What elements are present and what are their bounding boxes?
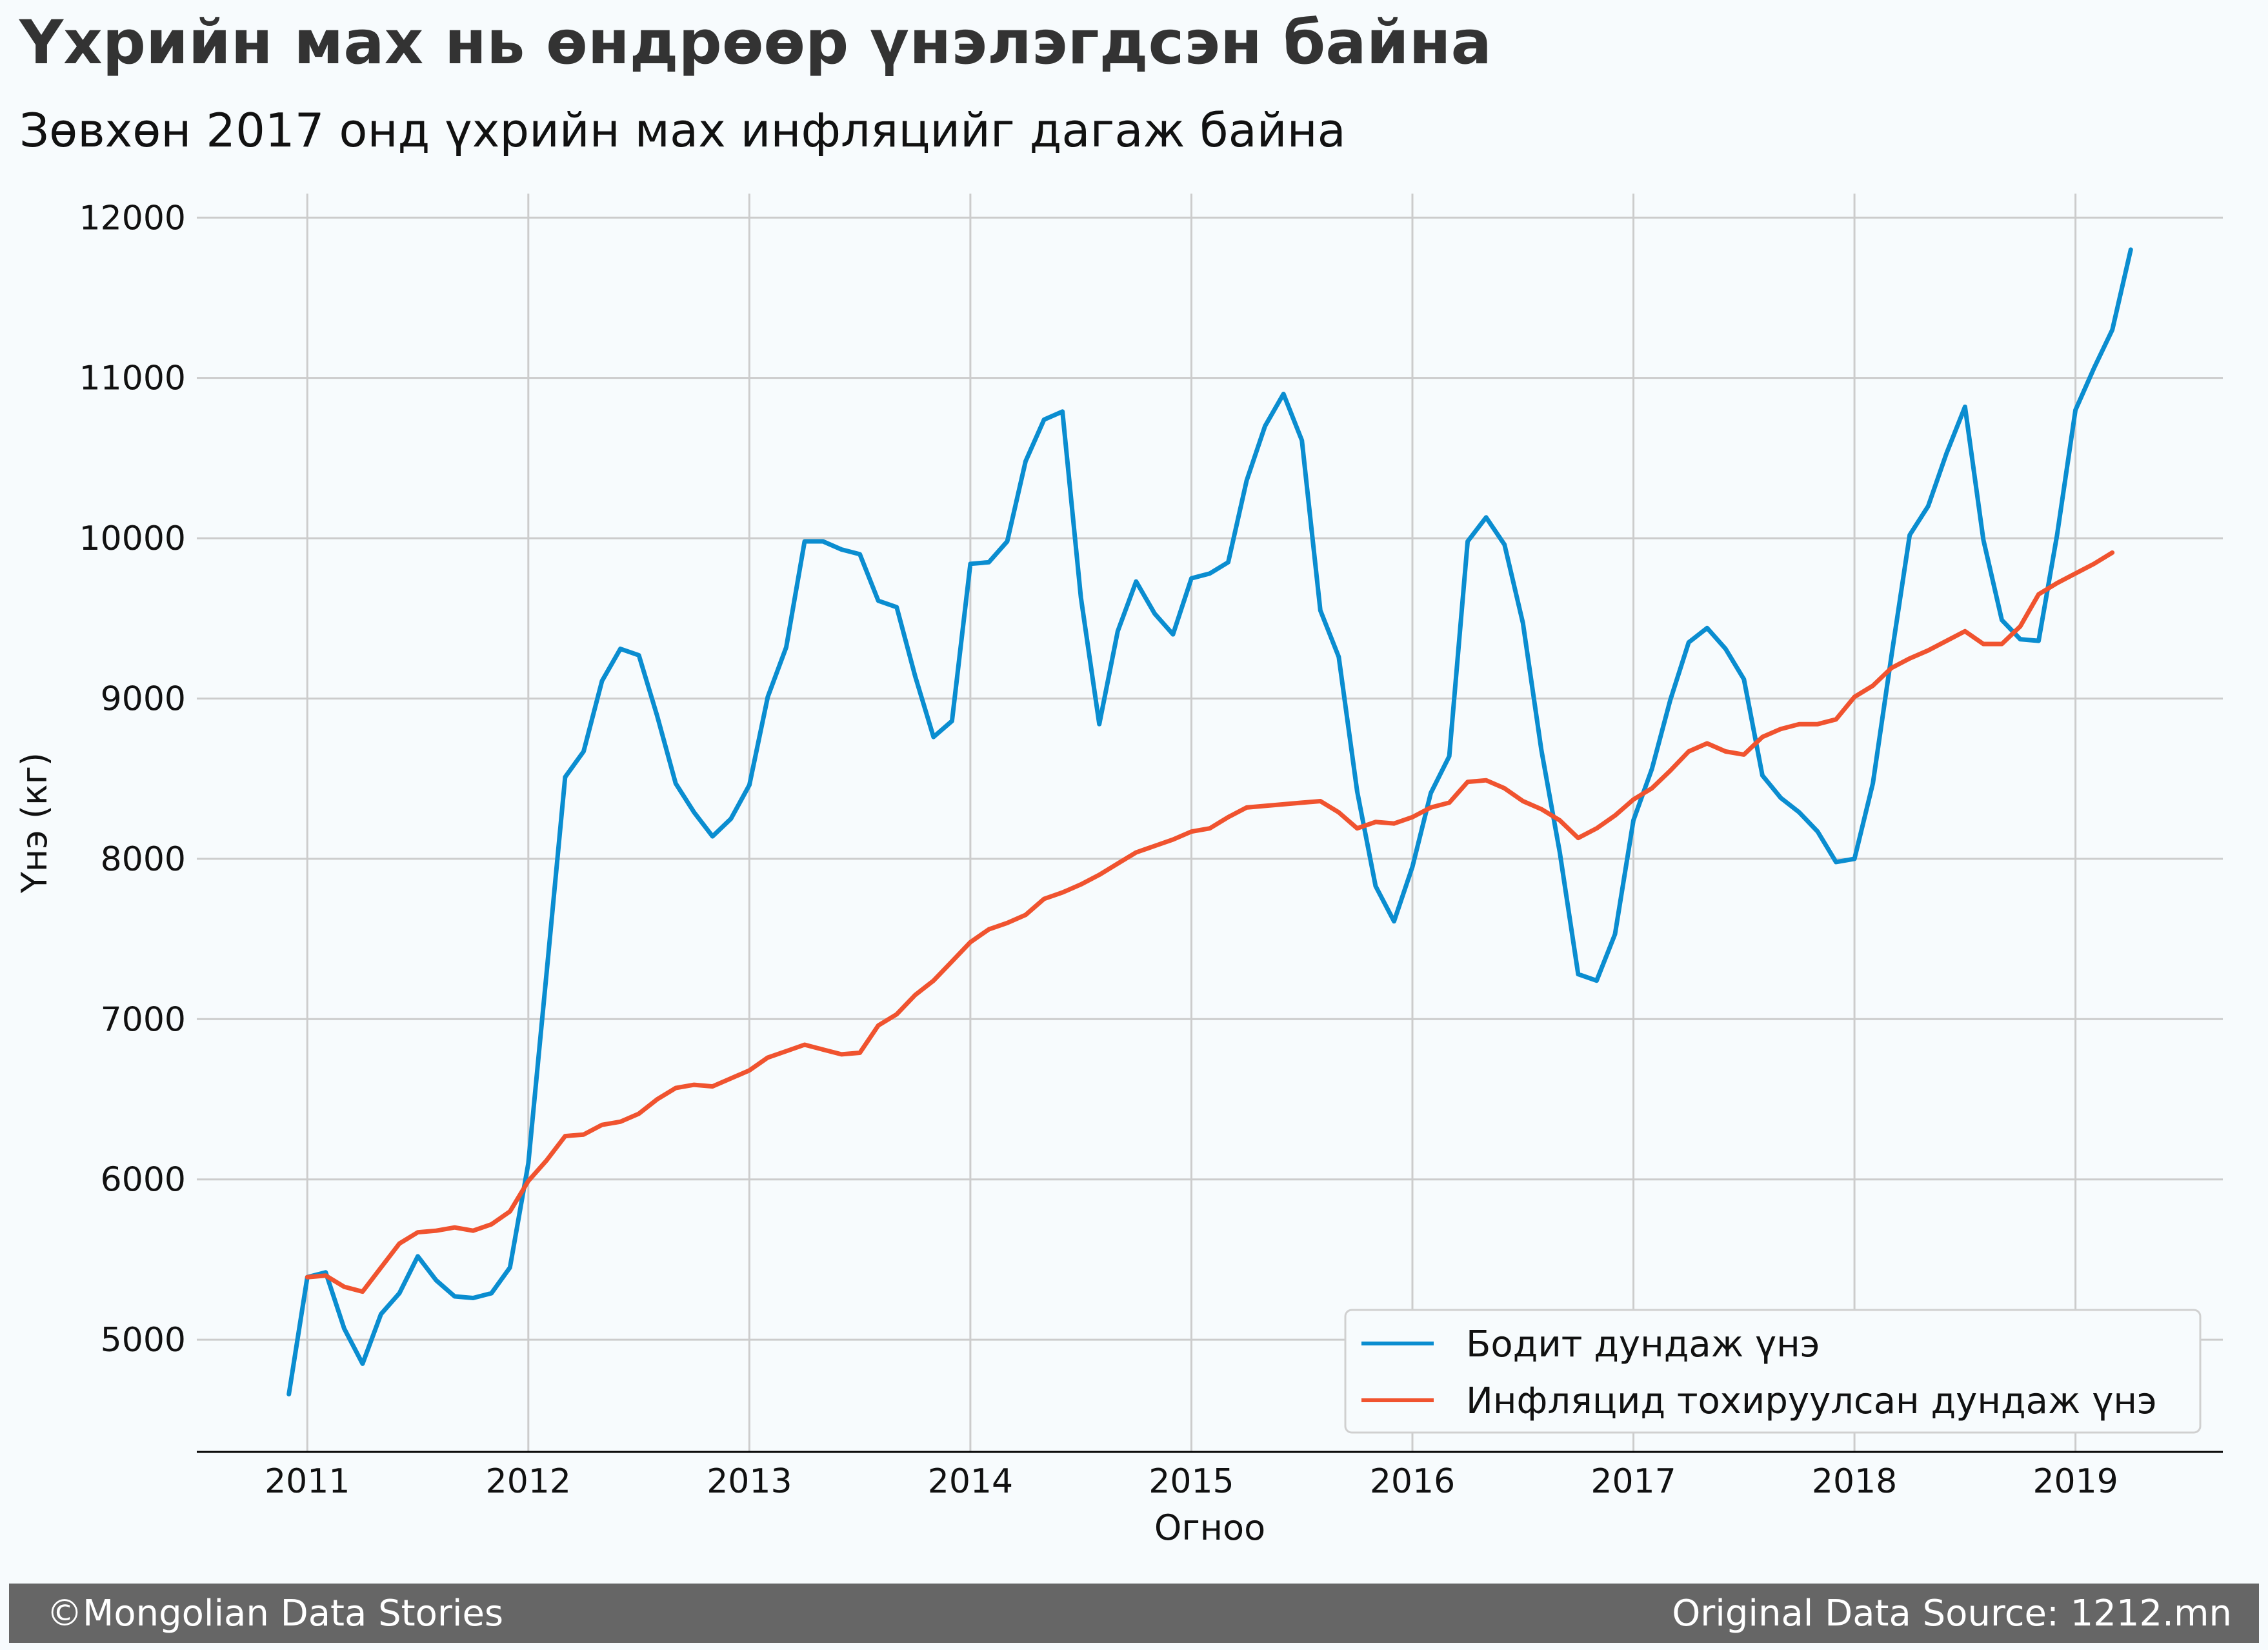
y-tick-label: 5000 [101,1321,186,1360]
y-tick-label: 8000 [101,840,186,879]
y-tick-label: 11000 [79,359,186,398]
copyright-text: ©Mongolian Data Stories [46,1593,504,1635]
y-axis-label: Үнэ (кг) [14,752,55,894]
legend: Бодит дундаж үнэ Инфляцид тохируулсан ду… [1344,1309,2202,1434]
x-tick-label: 2017 [1591,1462,1676,1501]
footer-bar: ©Mongolian Data Stories Original Data So… [9,1584,2259,1643]
y-tick-label: 9000 [101,679,186,718]
x-axis-ticks: 2011 2012 2013 2014 2015 2016 2017 2018 2019 [265,1462,2118,1501]
chart-title: Үхрийн мах нь өндрөөр үнэлэгдсэн байна [19,8,1492,78]
x-tick-label: 2011 [265,1462,350,1501]
y-tick-label: 10000 [79,519,186,558]
y-axis-ticks: 5000 6000 7000 8000 9000 10000 11000 12000 [79,199,186,1360]
x-axis-label: Огноо [1154,1507,1265,1548]
x-tick-label: 2012 [486,1462,571,1501]
y-tick-label: 12000 [79,199,186,237]
x-tick-label: 2015 [1149,1462,1234,1501]
x-tick-label: 2016 [1370,1462,1455,1501]
y-tick-label: 7000 [101,1000,186,1039]
series-line-inflation [305,550,2115,1294]
legend-label-actual: Бодит дундаж үнэ [1466,1323,1820,1365]
legend-label-inflation: Инфляцид тохируулсан дундаж үнэ [1466,1380,2157,1422]
x-tick-label: 2014 [928,1462,1013,1501]
series-lines [286,247,2133,1397]
legend-box [1344,1309,2202,1434]
x-tick-label: 2013 [707,1462,792,1501]
series-line-actual [286,247,2133,1397]
chart-subtitle: Зөвхөн 2017 онд үхрийн мах инфляцийг даг… [19,103,1346,157]
line-chart: 2011 2012 2013 2014 2015 2016 2017 2018 2019 500… [14,194,2223,1548]
x-tick-label: 2019 [2032,1462,2118,1501]
x-tick-label: 2018 [1812,1462,1897,1501]
grid-lines [197,194,2223,1452]
data-source-text: Original Data Source: 1212.mn [1672,1593,2232,1635]
y-tick-label: 6000 [101,1161,186,1200]
